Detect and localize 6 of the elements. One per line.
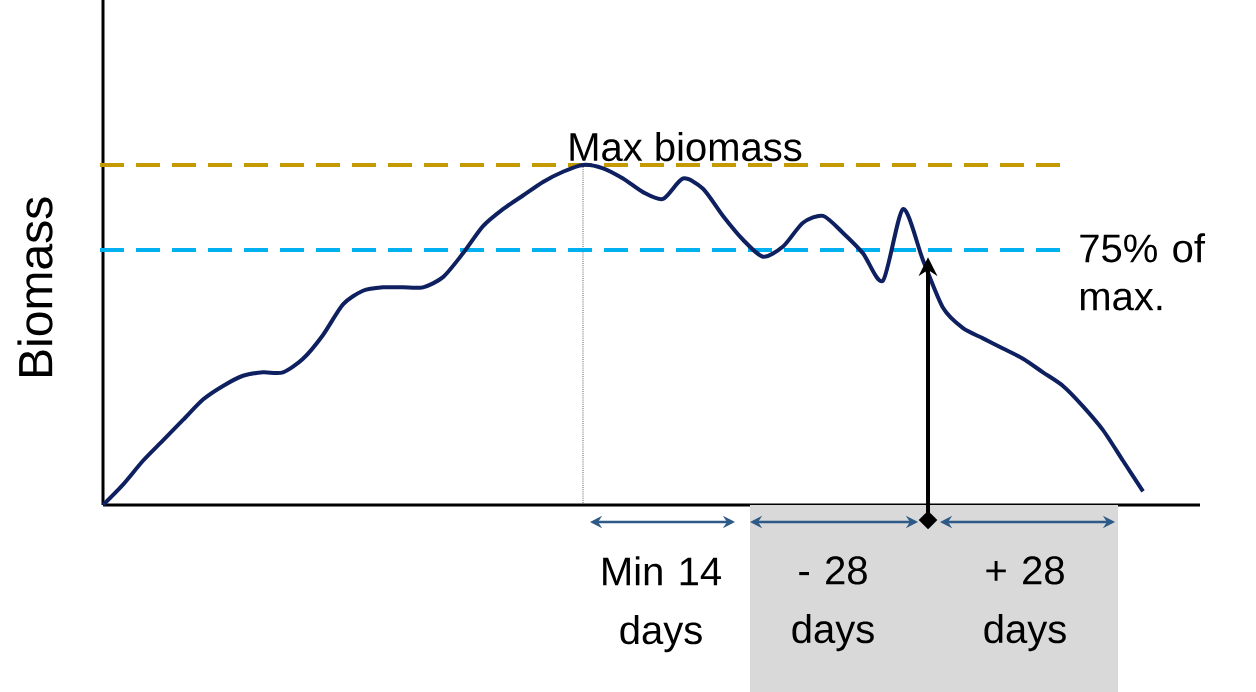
ref-line-label: 75% of max.: [1080, 233, 1206, 311]
y-axis-title: Biomass: [17, 197, 53, 376]
text: Min 14 days: [603, 556, 721, 653]
text: - 28 days: [792, 556, 874, 652]
text: + 28 days: [984, 556, 1066, 652]
ref-line-label: Max biomass: [570, 131, 802, 162]
